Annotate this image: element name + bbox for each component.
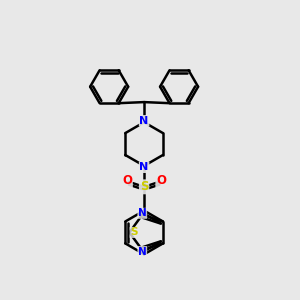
Text: N: N <box>140 116 149 126</box>
Text: O: O <box>122 174 132 188</box>
Text: N: N <box>140 162 149 172</box>
Text: N: N <box>138 208 147 218</box>
Text: N: N <box>138 247 147 256</box>
Text: O: O <box>156 174 166 188</box>
Text: S: S <box>130 227 138 237</box>
Text: S: S <box>140 180 148 193</box>
